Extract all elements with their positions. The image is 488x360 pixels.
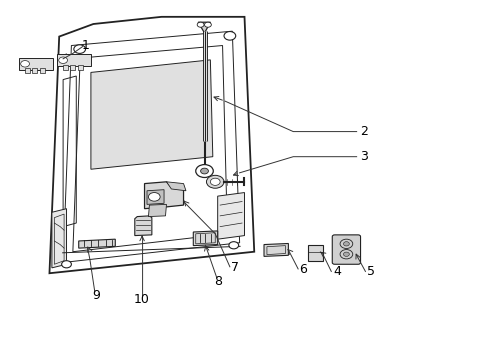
Polygon shape [147,190,163,204]
Text: 2: 2 [359,125,367,138]
Polygon shape [91,60,212,169]
FancyBboxPatch shape [40,68,44,73]
Text: 8: 8 [213,275,221,288]
Text: 6: 6 [299,263,306,276]
Circle shape [197,22,203,27]
FancyBboxPatch shape [25,68,30,73]
Text: 9: 9 [92,289,100,302]
FancyBboxPatch shape [32,68,37,73]
Polygon shape [148,204,166,217]
Polygon shape [198,22,210,33]
Circle shape [210,178,220,185]
Polygon shape [135,216,152,235]
Polygon shape [264,243,288,256]
Circle shape [343,242,348,246]
FancyBboxPatch shape [331,235,360,264]
Polygon shape [79,239,115,248]
Text: 7: 7 [230,261,238,274]
Polygon shape [193,231,217,246]
Circle shape [228,242,238,249]
Polygon shape [49,17,254,273]
Text: 3: 3 [359,150,367,163]
Circle shape [61,261,71,268]
Text: 1: 1 [82,39,90,52]
Text: 10: 10 [134,293,150,306]
Circle shape [204,22,211,27]
FancyBboxPatch shape [63,64,68,70]
Text: 4: 4 [332,265,341,278]
FancyBboxPatch shape [78,64,82,70]
Polygon shape [307,244,322,261]
Text: 5: 5 [366,265,374,278]
Polygon shape [52,209,66,268]
Circle shape [20,60,29,67]
Circle shape [195,165,213,177]
FancyBboxPatch shape [70,64,75,70]
FancyBboxPatch shape [57,54,91,66]
Circle shape [343,252,348,256]
Circle shape [206,175,224,188]
Circle shape [148,193,160,201]
FancyBboxPatch shape [19,58,53,69]
Circle shape [59,57,67,63]
Circle shape [74,45,85,53]
Polygon shape [166,182,185,191]
Polygon shape [144,182,183,209]
Circle shape [200,168,208,174]
Circle shape [224,32,235,40]
Polygon shape [217,193,244,239]
